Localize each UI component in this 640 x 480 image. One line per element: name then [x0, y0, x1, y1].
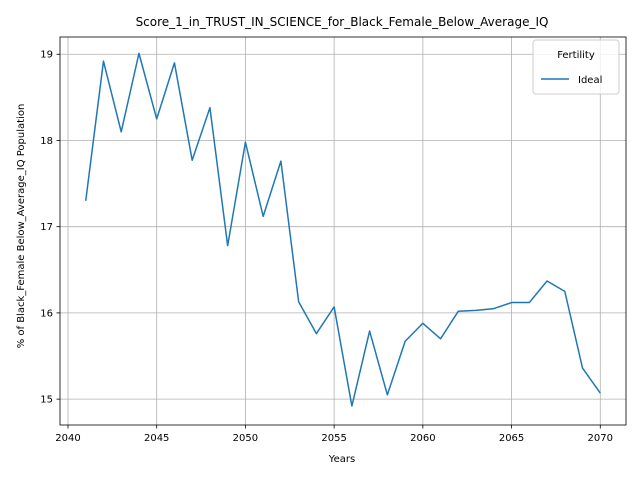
series-layer [84, 52, 601, 407]
plot-area-frame [59, 36, 627, 426]
x-tick-label: 2060 [410, 433, 435, 444]
chart-title: Score_1_in_TRUST_IN_SCIENCE_for_Black_Fe… [136, 15, 549, 29]
x-axis-ticks: 2040 2045 2050 2055 2060 2065 2070 [55, 425, 613, 444]
y-axis-ticks: 15 16 17 18 19 [40, 50, 60, 406]
y-tick-label: 19 [40, 50, 53, 61]
x-tick-label: 2050 [233, 433, 258, 444]
y-tick-label: 18 [40, 136, 53, 147]
x-tick-label: 2055 [321, 433, 346, 444]
x-tick-label: 2045 [144, 433, 169, 444]
legend-box [532, 39, 620, 95]
grid-lines [60, 37, 626, 425]
legend: Fertility Ideal [532, 39, 620, 95]
y-tick-label: 15 [40, 395, 53, 406]
legend-title: Fertility [557, 50, 595, 61]
x-tick-label: 2040 [55, 433, 80, 444]
y-axis-label: % of Black_Female Below_Average_IQ Popul… [16, 104, 27, 349]
legend-entry-ideal: Ideal [578, 75, 602, 86]
x-tick-label: 2070 [588, 433, 613, 444]
y-tick-label: 17 [40, 222, 53, 233]
series-line-ideal [84, 52, 601, 407]
x-axis-label: Years [328, 454, 355, 465]
x-tick-label: 2065 [499, 433, 524, 444]
y-tick-label: 16 [40, 308, 53, 319]
